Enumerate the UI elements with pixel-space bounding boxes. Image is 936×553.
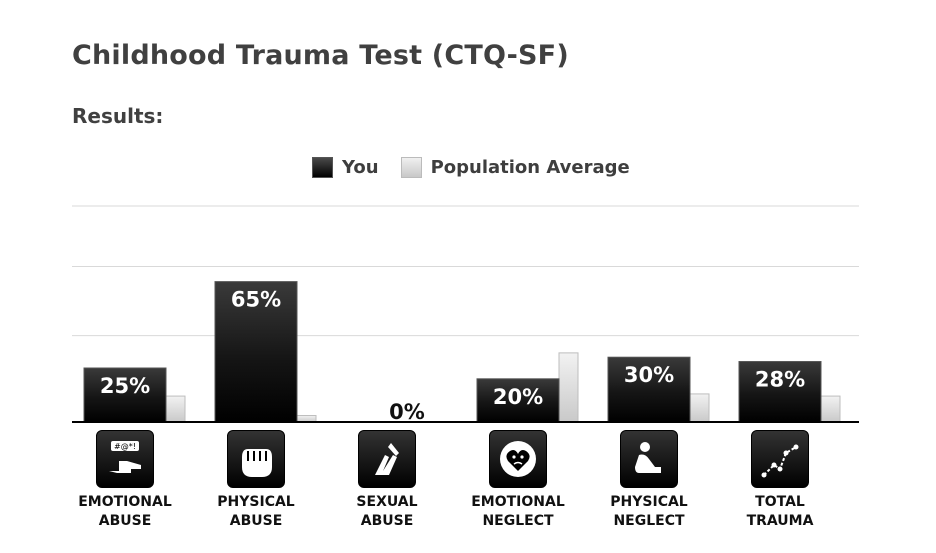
you-bar-value-label: 0% bbox=[389, 400, 425, 424]
you-bar bbox=[476, 378, 560, 423]
category-label: PHYSICAL NEGLECT bbox=[610, 494, 688, 529]
legend-entry-you: You bbox=[312, 156, 379, 178]
svg-text:#@*!: #@*! bbox=[114, 442, 136, 451]
legend-label-you: You bbox=[342, 156, 379, 178]
category-label: EMOTIONAL NEGLECT bbox=[471, 494, 565, 529]
you-bar-value-label: 25% bbox=[100, 374, 150, 398]
category-label: EMOTIONAL ABUSE bbox=[78, 494, 172, 529]
page-title: Childhood Trauma Test (CTQ-SF) bbox=[72, 40, 569, 71]
you-bar bbox=[607, 356, 691, 423]
fist-icon bbox=[227, 430, 285, 488]
category-label: PHYSICAL ABUSE bbox=[217, 494, 295, 529]
population-bar bbox=[820, 395, 841, 423]
you-bar-value-label: 65% bbox=[231, 288, 281, 312]
you-bar-value-label: 30% bbox=[624, 363, 674, 387]
sad-heart-icon bbox=[489, 430, 547, 488]
population-bar bbox=[558, 352, 579, 423]
you-bar bbox=[738, 361, 822, 423]
you-bar-value-label: 28% bbox=[755, 368, 805, 392]
legend-swatch-population bbox=[400, 156, 422, 178]
population-bar bbox=[689, 393, 710, 423]
you-bar-value-label: 20% bbox=[493, 385, 543, 409]
legend-entry-population: Population Average bbox=[400, 156, 630, 178]
category-label: TOTAL TRAUMA bbox=[746, 494, 814, 529]
category-label: SEXUAL ABUSE bbox=[356, 494, 418, 529]
you-bar bbox=[214, 281, 298, 423]
grabbing-hands-icon bbox=[358, 430, 416, 488]
legend-swatch-you bbox=[312, 156, 333, 178]
population-bar bbox=[165, 395, 186, 423]
huddled-person-icon bbox=[620, 430, 678, 488]
results-heading: Results: bbox=[72, 104, 164, 128]
chart-legend: You Population Average bbox=[312, 154, 630, 180]
legend-label-population: Population Average bbox=[430, 156, 630, 178]
rising-trend-icon bbox=[751, 430, 809, 488]
pointing-hand-icon: #@*! bbox=[96, 430, 154, 488]
you-bar bbox=[83, 367, 167, 423]
